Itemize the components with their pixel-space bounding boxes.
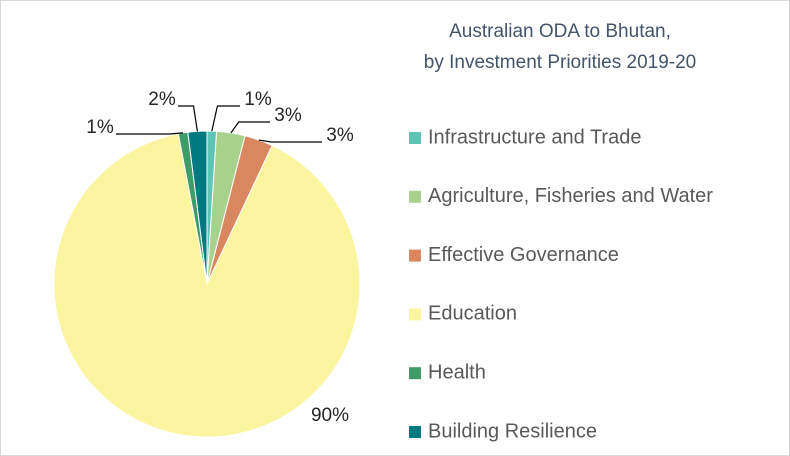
legend-swatch [409,190,421,203]
leader-line [116,132,184,135]
pie-slice [53,133,361,438]
legend-swatch [409,249,421,262]
data-label: 90% [311,405,349,426]
leader-line [230,121,270,134]
data-label: 1% [244,89,272,110]
data-label: 2% [148,89,176,110]
legend-label: Agriculture, Fisheries and Water [428,185,713,207]
leader-line [258,139,322,143]
chart-title: by Investment Priorities 2019-20 [424,52,696,73]
legend-label: Infrastructure and Trade [428,126,641,148]
legend-swatch [409,132,421,144]
legend-swatch [409,308,421,321]
data-label: 3% [274,105,302,126]
legend-label: Effective Governance [428,244,619,266]
chart-title: Australian ODA to Bhutan, [449,21,671,42]
legend-label: Health [428,361,486,383]
leader-line [211,105,240,132]
legend-label: Building Resilience [428,420,597,442]
legend-swatch [409,426,421,438]
leader-line [178,105,198,132]
data-label: 3% [326,125,354,146]
legend-swatch [409,367,421,380]
data-label: 1% [86,117,114,138]
legend-label: Education [428,303,517,325]
